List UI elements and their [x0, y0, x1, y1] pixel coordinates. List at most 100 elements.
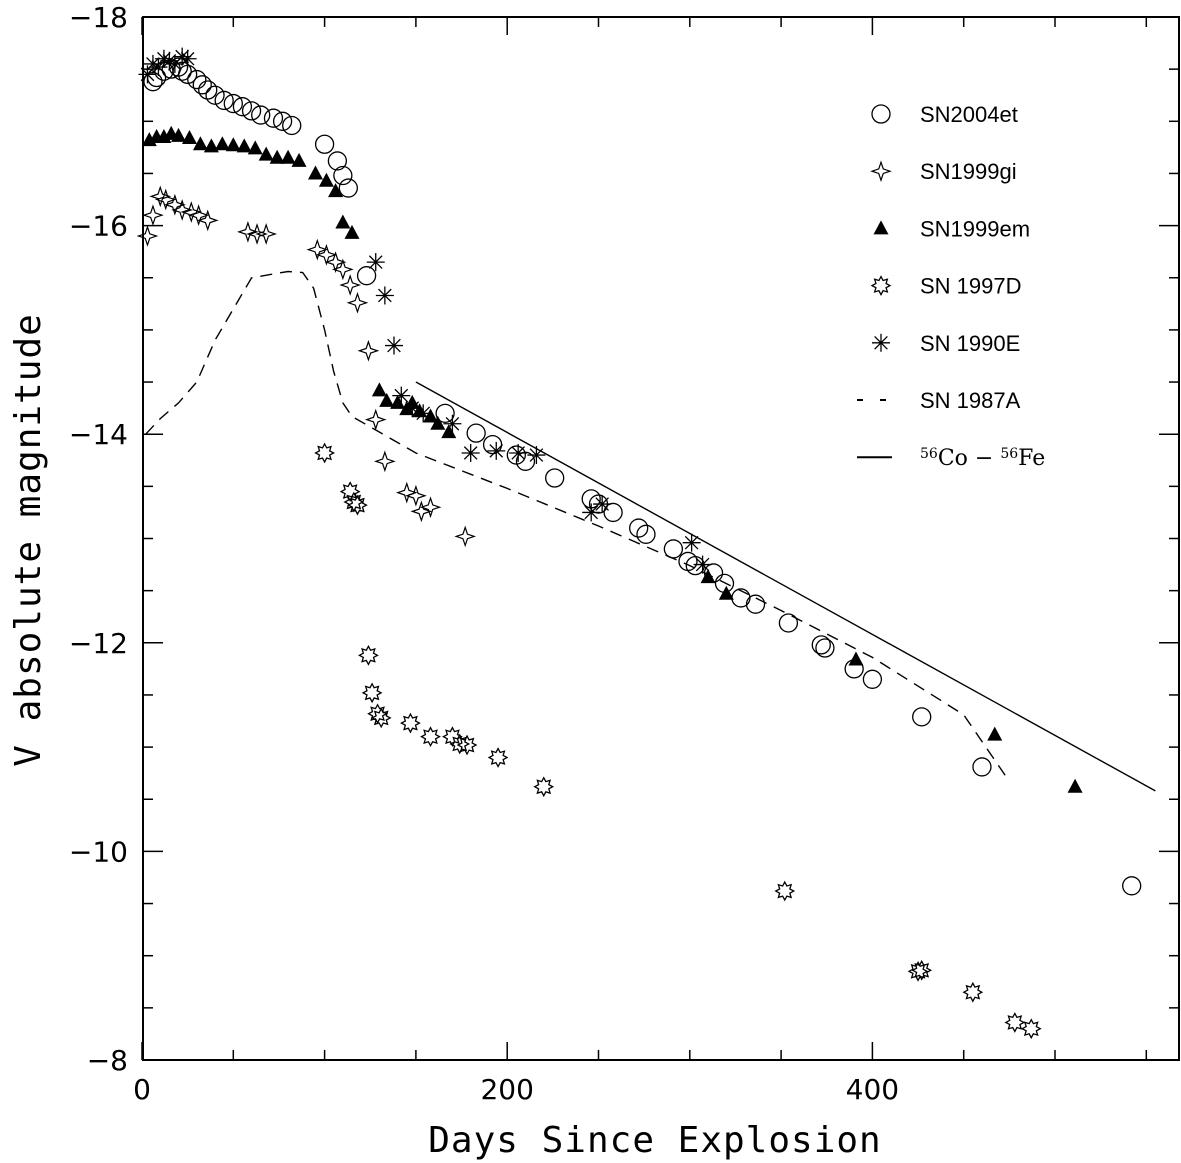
- point-sn2004et: [515, 451, 536, 471]
- point-sn2004et: [251, 105, 271, 125]
- point-sn2004et: [1122, 876, 1142, 896]
- point-sn-1990e: [527, 446, 546, 465]
- point-sn-1990e: [509, 443, 528, 462]
- legend-decay-superscript: 56: [1000, 446, 1018, 462]
- point-sn-1997d: [911, 959, 933, 981]
- point-sn2004et: [636, 524, 656, 544]
- point-sn2004et: [629, 518, 649, 538]
- point-sn1999gi: [163, 193, 186, 216]
- asterisk-stroke: [146, 57, 160, 71]
- point-sn2004et: [241, 101, 262, 121]
- point-sn1999gi: [405, 484, 427, 507]
- point-sn1999em: [423, 408, 439, 423]
- point-sn1999em: [192, 136, 208, 151]
- legend-decay-text: −: [968, 446, 1000, 471]
- point-sn1999gi: [364, 408, 387, 431]
- point-sn1999gi: [149, 185, 172, 208]
- point-sn1999em: [987, 726, 1003, 741]
- point-sn1999gi: [454, 525, 477, 548]
- asterisk-stroke: [387, 338, 401, 353]
- asterisk-stroke: [874, 335, 888, 350]
- asterisk-stroke: [405, 401, 420, 415]
- point-sn-1997d: [420, 726, 441, 748]
- point-sn-1997d: [456, 734, 478, 756]
- series-line-sn-1987a: [145, 270, 1010, 782]
- point-sn1999em: [225, 137, 241, 152]
- point-sn-1997d: [347, 494, 368, 516]
- asterisk-stroke: [445, 416, 460, 431]
- asterisk-stroke: [695, 557, 710, 572]
- legend-label-decay: 56Co − 56Fe: [920, 446, 1045, 471]
- point-sn1999em: [848, 651, 864, 666]
- point-sn1999gi: [255, 223, 278, 245]
- point-sn1999em: [344, 224, 360, 239]
- legend-label-sn-1990e: SN 1990E: [920, 331, 1020, 356]
- point-sn1999em: [247, 140, 263, 155]
- point-sn-1997d: [361, 682, 383, 704]
- point-sn1999gi: [395, 481, 418, 504]
- point-sn-1990e: [443, 414, 462, 433]
- point-sn-1997d: [314, 442, 335, 464]
- point-sn2004et: [603, 502, 623, 523]
- point-sn1999em: [1067, 778, 1083, 793]
- point-sn1999gi: [331, 258, 354, 281]
- point-sn1999gi: [373, 450, 396, 473]
- point-sn2004et: [223, 93, 243, 114]
- x-tick-label: 200: [480, 1073, 533, 1106]
- legend-decay-superscript: 56: [920, 446, 938, 462]
- point-sn-1990e: [173, 47, 192, 66]
- point-sn1999gi: [187, 204, 210, 227]
- point-sn2004et: [263, 108, 284, 128]
- asterisk-stroke: [140, 67, 155, 82]
- point-sn-1997d: [400, 712, 421, 734]
- point-sn1999em: [181, 129, 197, 144]
- point-sn-1990e: [392, 386, 411, 405]
- point-sn2004et: [327, 151, 348, 171]
- legend-decay-text: Fe: [1018, 446, 1045, 471]
- point-sn2004et: [314, 134, 335, 154]
- legend-marker-sn1999em: [873, 220, 889, 235]
- asterisk-stroke: [378, 288, 392, 303]
- point-sn1999em: [371, 382, 387, 397]
- asterisk-stroke: [175, 49, 189, 64]
- point-sn-1997d: [367, 703, 388, 725]
- point-sn1999em: [718, 585, 734, 600]
- point-sn1999gi: [306, 238, 329, 261]
- point-sn2004et: [198, 80, 218, 100]
- point-sn1999em: [269, 149, 285, 164]
- point-sn-1990e: [487, 441, 506, 460]
- point-sn-1997d: [533, 776, 555, 798]
- point-sn2004et: [862, 669, 883, 689]
- point-sn1999gi: [154, 188, 177, 211]
- point-sn1999gi: [315, 243, 338, 266]
- legend-label-sn2004et: SN2004et: [920, 102, 1018, 127]
- point-sn1999em: [700, 569, 716, 584]
- point-sn1999em: [318, 172, 334, 187]
- x-tick-label: 400: [846, 1073, 899, 1106]
- point-sn2004et: [272, 111, 293, 131]
- point-sn1999gi: [180, 201, 203, 223]
- point-sn2004et: [435, 403, 455, 423]
- y-tick-label: −12: [69, 627, 128, 660]
- point-sn-1997d: [487, 747, 509, 768]
- legend-marker-sn1999gi: [870, 160, 892, 183]
- point-sn-1990e: [693, 555, 712, 574]
- point-sn-1990e: [375, 286, 394, 305]
- point-sn1999em: [441, 424, 457, 439]
- point-sn1999gi: [237, 220, 259, 243]
- point-sn2004et: [232, 97, 253, 117]
- point-sn-1990e: [165, 54, 184, 73]
- point-sn2004et: [811, 635, 831, 655]
- legend-decay-text: Co: [938, 446, 968, 471]
- point-sn-1997d: [339, 481, 361, 502]
- point-sn2004et: [545, 468, 565, 488]
- asterisk-stroke: [529, 448, 544, 462]
- legend-marker-sn2004et: [871, 104, 891, 124]
- series-sn-1997d: [314, 442, 1042, 1040]
- point-sn2004et: [731, 588, 751, 608]
- point-sn1999gi: [136, 225, 159, 247]
- point-sn2004et: [466, 423, 486, 443]
- asterisk-stroke: [684, 535, 699, 550]
- point-sn1999gi: [410, 500, 433, 523]
